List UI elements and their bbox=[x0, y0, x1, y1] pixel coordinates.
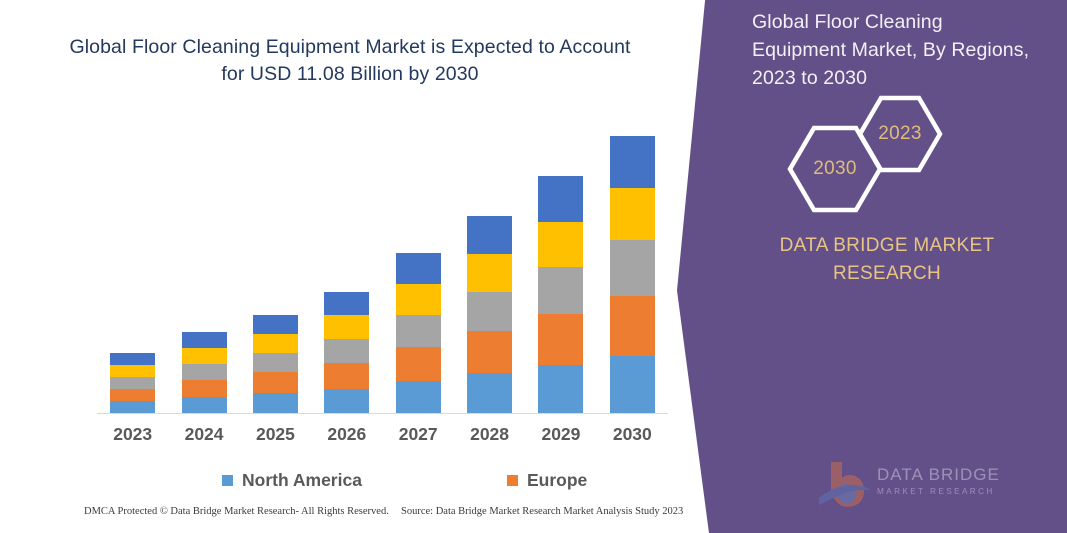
chart-bar-segment bbox=[324, 315, 370, 339]
footer-dmca-text: DMCA Protected © Data Bridge Market Rese… bbox=[84, 506, 389, 517]
chart-bar-segment bbox=[538, 365, 584, 413]
chart-legend-item-north-america[interactable]: North America bbox=[222, 470, 362, 491]
chart-bar-segment bbox=[324, 292, 370, 315]
page-title: Global Floor Cleaning Equipment Market i… bbox=[69, 36, 631, 85]
chart-x-tick-2030: 2030 bbox=[612, 424, 652, 444]
logo-title: DATA BRIDGE bbox=[877, 465, 1000, 484]
hexagon-badge-2030-label: 2030 bbox=[813, 158, 857, 179]
chart-bar-segment bbox=[395, 347, 441, 381]
chart-bar-2023[interactable] bbox=[110, 353, 156, 413]
chart-x-tick-2023: 2023 bbox=[113, 424, 153, 444]
chart-bar-segment bbox=[538, 222, 584, 267]
chart-bar-segment bbox=[609, 188, 655, 240]
chart-bar-segment bbox=[252, 353, 298, 372]
chart-bar-segment bbox=[252, 334, 298, 353]
hexagon-icon bbox=[787, 125, 883, 213]
chart-bar-segment bbox=[110, 353, 156, 365]
chart-bar-segment bbox=[252, 315, 298, 334]
chart-bar-2025[interactable] bbox=[252, 315, 298, 413]
chart-bar-segment bbox=[467, 292, 513, 331]
chart-bar-segment bbox=[110, 389, 156, 401]
chart-x-axis-line bbox=[97, 413, 668, 414]
chart-bar-segment bbox=[181, 380, 227, 397]
brand-logo: DATA BRIDGE MARKET RESEARCH bbox=[817, 458, 1007, 510]
chart-bar-segment bbox=[467, 373, 513, 413]
logo-subtitle: MARKET RESEARCH bbox=[877, 487, 995, 496]
chart-x-tick-2026: 2026 bbox=[327, 424, 367, 444]
chart-bar-segment bbox=[324, 363, 370, 389]
chart-bar-segment bbox=[395, 253, 441, 284]
chart-plot-area bbox=[97, 110, 668, 413]
chart-bar-segment bbox=[181, 332, 227, 348]
chart-x-tick-2027: 2027 bbox=[398, 424, 438, 444]
brand-name: DATA BRIDGE MARKET RESEARCH bbox=[779, 235, 995, 284]
chart-bar-segment bbox=[538, 314, 584, 365]
chart-bar-segment bbox=[395, 381, 441, 413]
chart-bar-segment bbox=[538, 176, 584, 222]
hexagon-badge-group: 2023 2030 bbox=[779, 95, 959, 213]
data-bridge-logo-icon bbox=[819, 462, 871, 507]
chart-bar-segment bbox=[110, 365, 156, 377]
chart-x-tick-2024: 2024 bbox=[184, 424, 224, 444]
legend-swatch-icon bbox=[222, 475, 233, 486]
chart-bar-2028[interactable] bbox=[467, 216, 513, 413]
chart-bar-segment bbox=[324, 339, 370, 363]
chart-x-axis-labels: 2023 2024 2025 2026 2027 2028 2029 2030 bbox=[97, 424, 668, 450]
chart-bar-segment bbox=[395, 315, 441, 347]
chart-bar-2029[interactable] bbox=[538, 176, 584, 413]
chart-bar-segment bbox=[110, 377, 156, 389]
logo-wordmark: DATA BRIDGE MARKET RESEARCH bbox=[877, 465, 1007, 498]
footer-source-text: Source: Data Bridge Market Research Mark… bbox=[401, 506, 684, 517]
chart-bar-segment bbox=[538, 267, 584, 314]
chart-bar-segment bbox=[110, 401, 156, 413]
chart-bar-2027[interactable] bbox=[395, 253, 441, 413]
chart-bar-segment bbox=[181, 348, 227, 364]
chart-bar-segment bbox=[252, 393, 298, 413]
chart-legend-label: Europe bbox=[527, 470, 588, 490]
legend-swatch-icon bbox=[507, 475, 518, 486]
hexagon-badge-2030: 2030 bbox=[787, 125, 883, 213]
hexagon-badge-2023-label: 2023 bbox=[878, 123, 922, 144]
chart-legend-item-europe[interactable]: Europe bbox=[507, 470, 587, 491]
chart-bar-segment bbox=[395, 284, 441, 315]
chart-bar-segment bbox=[467, 254, 513, 292]
chart-bar-segment bbox=[181, 397, 227, 413]
chart-bar-segment bbox=[609, 136, 655, 188]
chart-x-tick-2025: 2025 bbox=[255, 424, 295, 444]
chart-x-tick-2029: 2029 bbox=[541, 424, 581, 444]
region-panel: Global Floor Cleaning Equipment Market, … bbox=[677, 0, 1067, 533]
chart-bar-segment bbox=[609, 240, 655, 296]
chart-bar-segment bbox=[467, 216, 513, 254]
chart-bar-2026[interactable] bbox=[324, 292, 370, 413]
footer: DMCA Protected © Data Bridge Market Rese… bbox=[84, 506, 684, 524]
chart-bar-segment bbox=[609, 296, 655, 356]
chart-panel: Global Floor Cleaning Equipment Market i… bbox=[69, 36, 684, 524]
chart-bar-segment bbox=[609, 356, 655, 413]
chart-bar-segment bbox=[467, 331, 513, 373]
chart-legend: North America Europe bbox=[97, 470, 668, 496]
chart-bar-2024[interactable] bbox=[181, 332, 227, 413]
chart-bar-segment bbox=[252, 372, 298, 393]
chart-bar-segment bbox=[181, 364, 227, 380]
chart-bar-2030[interactable] bbox=[609, 136, 655, 413]
chart-x-tick-2028: 2028 bbox=[470, 424, 510, 444]
region-panel-title: Global Floor Cleaning Equipment Market, … bbox=[752, 11, 1030, 89]
chart-bar-segment bbox=[324, 389, 370, 413]
chart-legend-label: North America bbox=[242, 470, 362, 490]
